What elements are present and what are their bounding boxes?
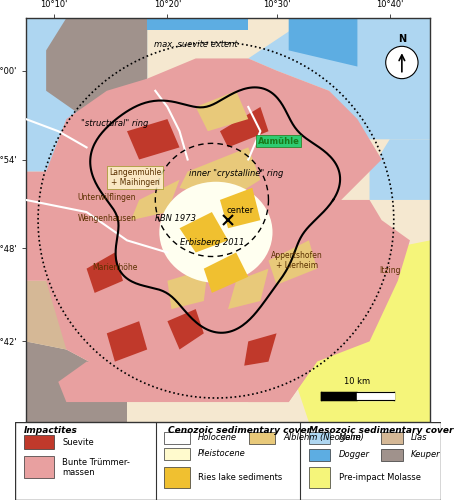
- Text: max. suevite extent: max. suevite extent: [154, 40, 237, 49]
- Polygon shape: [228, 268, 269, 309]
- Text: Alblehm (Neogene): Alblehm (Neogene): [283, 434, 364, 442]
- Polygon shape: [26, 58, 410, 402]
- Text: Bunte Trümmer-
massen: Bunte Trümmer- massen: [62, 458, 130, 477]
- Bar: [381, 450, 403, 461]
- Text: Suevite: Suevite: [62, 438, 94, 447]
- Bar: [381, 432, 403, 444]
- Bar: [164, 448, 190, 460]
- Polygon shape: [131, 180, 179, 220]
- Text: "structural" ring: "structural" ring: [81, 118, 149, 128]
- Polygon shape: [46, 18, 147, 119]
- Bar: [309, 466, 330, 488]
- Polygon shape: [301, 281, 370, 361]
- Polygon shape: [289, 240, 430, 422]
- Text: Pre-impact Molasse: Pre-impact Molasse: [339, 473, 421, 482]
- Polygon shape: [127, 119, 179, 160]
- Polygon shape: [248, 200, 341, 281]
- Text: Itzing: Itzing: [379, 266, 401, 275]
- Polygon shape: [196, 91, 248, 131]
- Polygon shape: [248, 18, 430, 140]
- Bar: [309, 432, 330, 444]
- Polygon shape: [269, 240, 317, 285]
- Polygon shape: [67, 240, 107, 281]
- Text: inner "crystalline" ring: inner "crystalline" ring: [189, 169, 283, 178]
- Text: Holocene: Holocene: [198, 434, 237, 442]
- Text: Mesozoic sedimentary cover: Mesozoic sedimentary cover: [309, 426, 454, 435]
- Polygon shape: [179, 212, 228, 252]
- Polygon shape: [179, 148, 261, 200]
- Circle shape: [386, 46, 418, 78]
- Text: Dogger: Dogger: [339, 450, 370, 460]
- Text: Lias: Lias: [411, 434, 428, 442]
- Text: Impactites: Impactites: [24, 426, 77, 435]
- Bar: [249, 432, 275, 444]
- Text: Pleistocene: Pleistocene: [198, 449, 246, 458]
- Bar: [309, 450, 330, 461]
- Bar: [164, 432, 190, 444]
- Polygon shape: [26, 18, 147, 172]
- Text: 10 km: 10 km: [345, 377, 371, 386]
- Polygon shape: [107, 321, 147, 362]
- Text: Langenmühle
+ Maihingen: Langenmühle + Maihingen: [109, 168, 161, 188]
- Text: Wengenhausen: Wengenhausen: [77, 214, 136, 222]
- Polygon shape: [289, 18, 357, 66]
- Text: Aumühle: Aumühle: [258, 137, 300, 146]
- Polygon shape: [220, 188, 261, 228]
- Text: FBN 1973: FBN 1973: [155, 214, 196, 222]
- Bar: [24, 456, 53, 478]
- Polygon shape: [168, 309, 204, 350]
- Polygon shape: [204, 252, 248, 293]
- Polygon shape: [147, 18, 248, 30]
- Polygon shape: [228, 342, 317, 402]
- Bar: [24, 436, 53, 450]
- Text: Unterwilﬂingen: Unterwilﬂingen: [77, 194, 136, 202]
- Bar: [164, 466, 190, 488]
- Polygon shape: [244, 334, 277, 366]
- Polygon shape: [220, 107, 269, 148]
- Ellipse shape: [160, 182, 272, 283]
- Text: N: N: [398, 34, 406, 44]
- Polygon shape: [370, 140, 430, 200]
- Text: Marienhöhe: Marienhöhe: [92, 264, 137, 272]
- Polygon shape: [26, 281, 86, 349]
- Text: Erbisberg 2011: Erbisberg 2011: [180, 238, 244, 247]
- Text: center: center: [227, 206, 254, 214]
- Text: Cenozoic sedimentary cover: Cenozoic sedimentary cover: [169, 426, 312, 435]
- Text: Ries lake sediments: Ries lake sediments: [198, 473, 283, 482]
- Text: Keuper: Keuper: [411, 450, 441, 460]
- Polygon shape: [168, 268, 208, 309]
- Text: Appertshofen
+ Lierheim: Appertshofen + Lierheim: [271, 251, 323, 270]
- Polygon shape: [58, 362, 228, 402]
- Polygon shape: [26, 342, 127, 422]
- Text: Malm: Malm: [339, 434, 362, 442]
- Polygon shape: [86, 252, 123, 293]
